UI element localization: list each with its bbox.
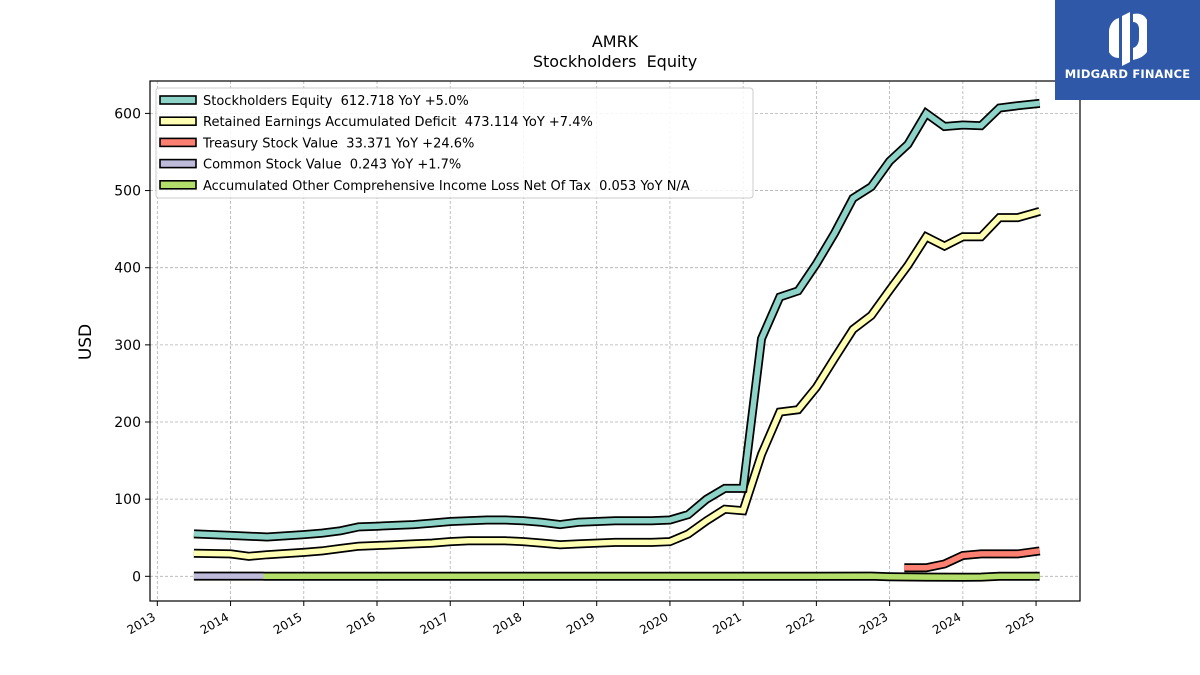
y-tick-label: 600 bbox=[114, 106, 141, 122]
x-tick-label: 2020 bbox=[637, 610, 670, 637]
legend-entry-label: Treasury Stock Value 33.371 YoY +24.6% bbox=[202, 136, 474, 151]
y-tick-label: 100 bbox=[114, 492, 141, 508]
plot-frame bbox=[149, 80, 1081, 602]
legend-swatch bbox=[159, 137, 197, 148]
x-tick-label: 2015 bbox=[271, 610, 304, 637]
series-stroke bbox=[193, 100, 1040, 540]
y-tick-label: 200 bbox=[114, 415, 141, 431]
legend-entry-label: Stockholders Equity 612.718 YoY +5.0% bbox=[203, 94, 469, 109]
x-tick-label: 2021 bbox=[710, 610, 743, 637]
x-tick-label: 2024 bbox=[930, 610, 963, 637]
series-stroke bbox=[193, 208, 1041, 560]
chart-title: AMRK bbox=[592, 32, 639, 51]
legend-box bbox=[155, 87, 754, 199]
x-tick-label: 2025 bbox=[1003, 610, 1036, 637]
x-tick-label: 2023 bbox=[857, 610, 890, 637]
y-tick-label: 300 bbox=[114, 338, 141, 354]
series-lines bbox=[193, 98, 1041, 582]
x-tick-label: 2022 bbox=[784, 610, 817, 637]
chart-subtitle: Stockholders Equity bbox=[533, 52, 697, 71]
brand-name: MIDGARD FINANCE bbox=[1064, 67, 1191, 81]
x-tick-label: 2017 bbox=[418, 610, 451, 637]
x-tick-label: 2019 bbox=[564, 610, 597, 637]
x-tick-label: 2014 bbox=[198, 610, 231, 637]
y-tick-label: 400 bbox=[114, 261, 141, 277]
series-stroke bbox=[263, 573, 1040, 580]
legend: Stockholders Equity 612.718 YoY +5.0% Ret… bbox=[155, 87, 754, 199]
brand-logo: MIDGARD FINANCE bbox=[1055, 0, 1200, 100]
x-tick-label: 2013 bbox=[125, 610, 158, 637]
x-tick-label: 2016 bbox=[344, 610, 377, 637]
series-line-0 bbox=[193, 98, 1041, 542]
series-line-1 bbox=[193, 207, 1041, 561]
series-line-2 bbox=[904, 546, 1041, 573]
legend-entry-label: Common Stock Value 0.243 YoY +1.7% bbox=[203, 158, 461, 173]
midgard-logo-icon bbox=[1109, 12, 1147, 66]
legend-swatch bbox=[159, 116, 197, 126]
legend-entry-label: Retained Earnings Accumulated Deficit 47… bbox=[203, 115, 593, 130]
legend-swatch bbox=[159, 158, 197, 169]
x-tick-label: 2018 bbox=[491, 610, 524, 637]
y-tick-label: 500 bbox=[114, 184, 141, 200]
y-axis-label: USD bbox=[76, 324, 96, 360]
series-outline bbox=[193, 207, 1041, 561]
legend-swatch bbox=[159, 180, 197, 190]
legend-entry-label: Accumulated Other Comprehensive Income L… bbox=[203, 179, 690, 194]
series-line-4 bbox=[263, 571, 1040, 582]
y-tick-label: 0 bbox=[132, 569, 141, 585]
legend-swatch bbox=[159, 95, 197, 105]
series-stroke bbox=[904, 548, 1041, 571]
